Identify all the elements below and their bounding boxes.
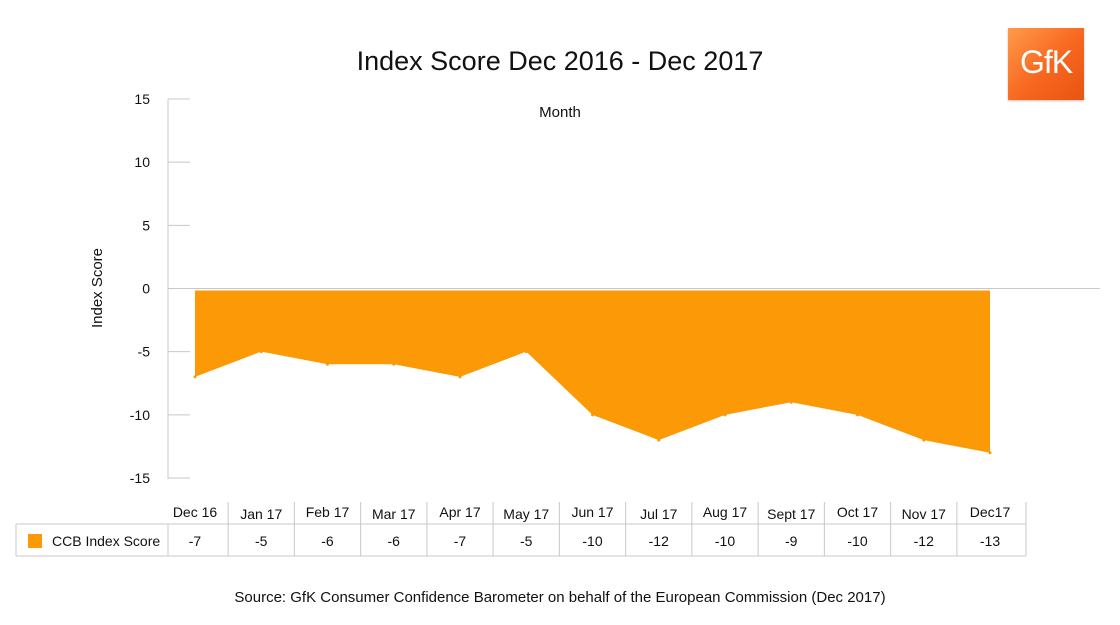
table-value: -7	[454, 533, 467, 549]
source-note: Source: GfK Consumer Confidence Baromete…	[234, 589, 886, 606]
gfk-logo-text: GfK	[1019, 44, 1073, 80]
table-value: -10	[582, 533, 602, 549]
x-category-label: Jun 17	[571, 504, 613, 520]
legend-swatch-ccb-index-score	[28, 534, 42, 548]
table-value: -9	[785, 533, 798, 549]
x-category-label: Aug 17	[703, 504, 748, 520]
table-value: -12	[649, 533, 669, 549]
legend-label-ccb-index-score: CCB Index Score	[52, 533, 160, 549]
gfk-logo: GfK	[1008, 28, 1084, 100]
table-value: -5	[520, 533, 533, 549]
data-point-8	[723, 413, 727, 417]
table-value: -13	[980, 533, 1000, 549]
table-value: -12	[914, 533, 934, 549]
x-category-label: May 17	[503, 506, 549, 522]
data-point-6	[591, 413, 594, 417]
x-category-label: Nov 17	[902, 506, 947, 522]
y-tick-label: -5	[138, 344, 151, 360]
x-category-label: Sept 17	[767, 506, 815, 522]
table-value: -5	[255, 533, 268, 549]
area-series-ccb-index-score	[195, 290, 990, 453]
y-tick-label: 5	[142, 217, 150, 233]
x-category-label: Mar 17	[372, 506, 416, 522]
data-point-10	[856, 413, 859, 417]
table-value: -10	[847, 533, 867, 549]
chart-title: Index Score Dec 2016 - Dec 2017	[356, 46, 764, 76]
table-value: -6	[388, 533, 401, 549]
data-point-5	[524, 350, 528, 354]
x-category-label: Jul 17	[640, 506, 678, 522]
table-value: -6	[321, 533, 334, 549]
y-tick-label: 10	[134, 154, 150, 170]
x-category-label: Feb 17	[306, 504, 350, 520]
data-point-1	[259, 350, 263, 354]
data-point-0	[193, 375, 197, 379]
table-value: -10	[715, 533, 735, 549]
data-point-3	[392, 362, 396, 366]
x-category-label: Oct 17	[837, 504, 878, 520]
data-point-12	[988, 451, 992, 455]
y-axis-title: Index Score	[89, 248, 106, 328]
y-tick-label: -15	[130, 470, 150, 486]
data-point-7	[657, 438, 661, 442]
x-category-label: Dec17	[970, 504, 1011, 520]
y-tick-label: -10	[130, 407, 150, 423]
y-tick-label: 15	[134, 91, 150, 107]
data-point-2	[326, 362, 329, 366]
y-tick-label: 0	[142, 281, 150, 297]
data-point-4	[458, 375, 462, 379]
x-axis-title: Month	[539, 104, 581, 121]
x-category-label: Apr 17	[439, 504, 480, 520]
table-value: -7	[189, 533, 202, 549]
x-category-label: Dec 16	[173, 504, 218, 520]
x-category-label: Jan 17	[240, 506, 282, 522]
data-point-11	[922, 438, 926, 442]
data-point-9	[789, 400, 793, 404]
